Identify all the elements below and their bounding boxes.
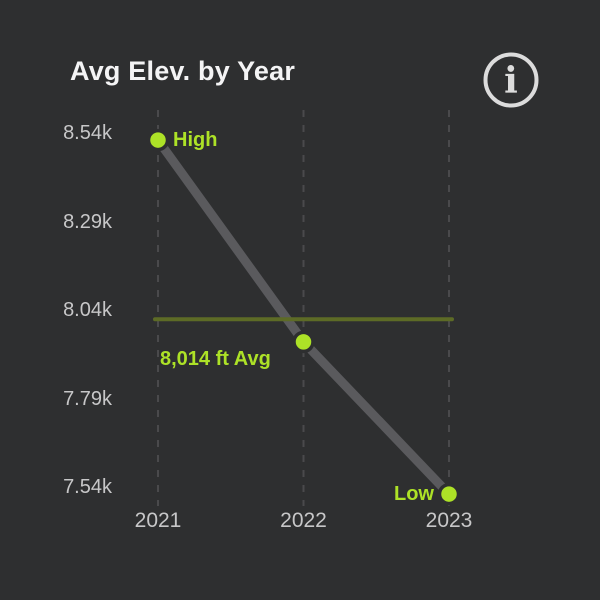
y-axis-tick-label: 7.54k [63, 476, 112, 498]
data-point-2023 [437, 482, 461, 506]
average-value-label: 8,014 ft Avg [160, 348, 271, 371]
high-point-label: High [173, 129, 218, 152]
low-point-label: Low [394, 483, 434, 506]
info-circle-icon: i [483, 52, 539, 108]
y-axis-tick-label: 8.29k [63, 210, 112, 233]
x-axis-tick-label: 2021 [134, 509, 182, 532]
y-axis-tick-label: 8.04k [63, 299, 112, 321]
x-axis-tick-label: 2023 [425, 509, 473, 532]
data-point-2021 [146, 128, 170, 152]
y-axis-tick-label: 7.79k [63, 387, 112, 410]
info-glyph: i [504, 60, 518, 102]
y-axis-tick-label: 8.54k [63, 122, 112, 144]
data-point-2022 [292, 330, 315, 354]
x-axis-tick-label: 2022 [280, 509, 327, 532]
chart-title: Avg Elev. by Year [70, 56, 296, 86]
info-button[interactable]: i [480, 49, 542, 111]
